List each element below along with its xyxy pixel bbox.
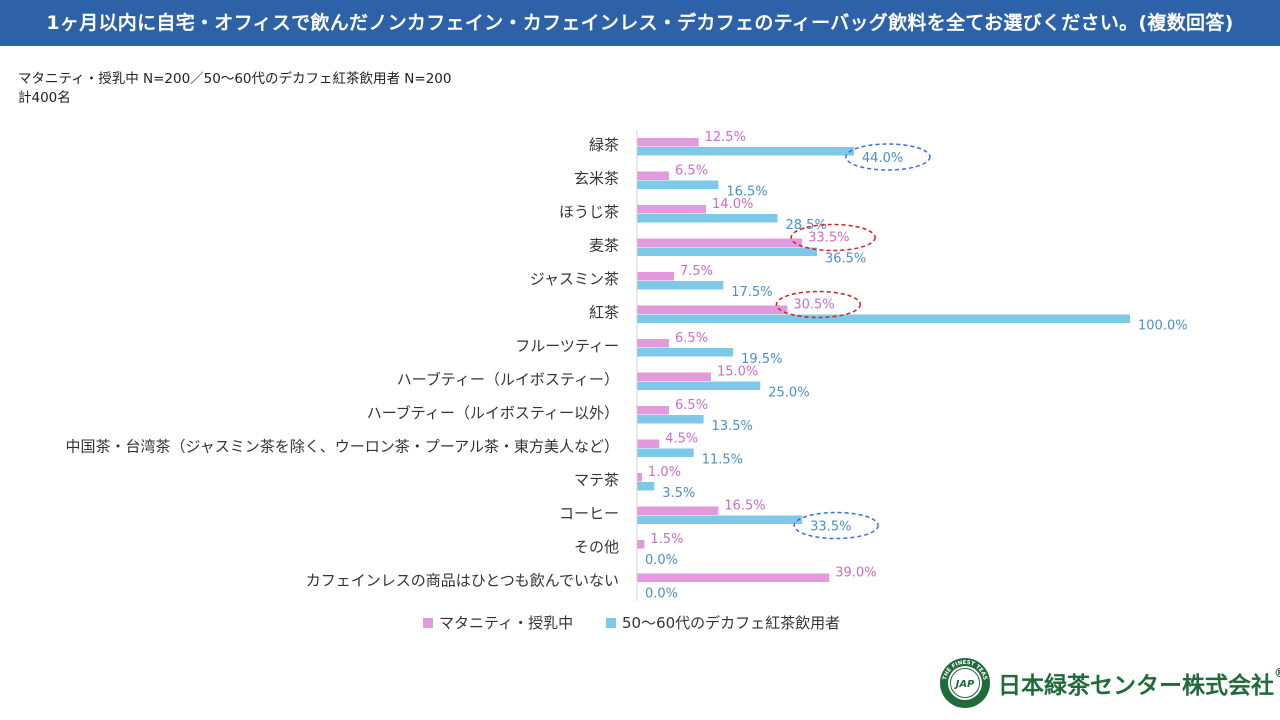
legend-label-decaf-tea-drinker: 50～60代のデカフェ紅茶飲用者 bbox=[622, 614, 840, 632]
bar-maternity bbox=[637, 506, 719, 515]
data-label-maternity: 14.0% bbox=[712, 197, 753, 212]
highlight-ellipse bbox=[845, 143, 931, 171]
bar-maternity bbox=[637, 372, 711, 381]
data-label-maternity: 1.0% bbox=[648, 465, 681, 480]
data-label-decaf-tea-drinker: 17.5% bbox=[731, 285, 772, 300]
data-label-decaf-tea-drinker: 11.5% bbox=[702, 453, 743, 468]
bar-decaf-tea-drinker bbox=[637, 281, 724, 290]
data-label-decaf-tea-drinker: 25.0% bbox=[768, 386, 809, 401]
highlight-ellipse bbox=[775, 290, 862, 319]
data-label-maternity: 1.5% bbox=[650, 532, 683, 547]
bar-maternity bbox=[637, 540, 645, 549]
bar-maternity bbox=[637, 138, 699, 147]
logo-emblem-ring bbox=[950, 668, 980, 698]
data-label-decaf-tea-drinker: 0.0% bbox=[645, 587, 678, 602]
bar-decaf-tea-drinker bbox=[637, 147, 854, 156]
bar-maternity bbox=[637, 205, 707, 214]
logo-emblem-inner bbox=[948, 666, 982, 700]
highlight-ellipse bbox=[790, 223, 876, 252]
data-label-decaf-tea-drinker: 0.0% bbox=[645, 553, 678, 568]
data-label-decaf-tea-drinker: 16.5% bbox=[726, 185, 767, 200]
category-label: フルーツティー bbox=[515, 337, 619, 355]
legend-label-maternity: マタニティ・授乳中 bbox=[439, 614, 573, 632]
bar-decaf-tea-drinker bbox=[637, 348, 734, 357]
category-label: 中国茶・台湾茶（ジャスミン茶を除く、ウーロン茶・プーアル茶・東方美人など） bbox=[65, 438, 619, 456]
legend-swatch-maternity bbox=[423, 618, 433, 628]
category-label: マテ茶 bbox=[574, 471, 619, 489]
data-label-decaf-tea-drinker: 44.0% bbox=[862, 151, 903, 166]
bar-maternity bbox=[637, 238, 803, 247]
category-label: 玄米茶 bbox=[574, 170, 619, 188]
data-label-maternity: 15.0% bbox=[717, 365, 758, 380]
bar-decaf-tea-drinker bbox=[637, 247, 817, 256]
bar-maternity bbox=[637, 439, 660, 448]
bar-maternity bbox=[637, 272, 674, 281]
sample-total: 計400名 bbox=[18, 90, 71, 106]
data-label-maternity: 6.5% bbox=[675, 164, 708, 179]
logo-emblem-monogram: JAP bbox=[954, 679, 975, 690]
bar-maternity bbox=[637, 573, 830, 582]
data-label-maternity: 16.5% bbox=[724, 499, 765, 514]
highlight-ellipse bbox=[793, 511, 879, 540]
data-label-maternity: 6.5% bbox=[675, 398, 708, 413]
data-label-maternity: 30.5% bbox=[793, 298, 834, 313]
bar-decaf-tea-drinker bbox=[637, 482, 655, 491]
data-label-decaf-tea-drinker: 28.5% bbox=[786, 218, 827, 233]
category-label: カフェインレスの商品はひとつも飲んでいない bbox=[306, 572, 619, 590]
category-label: ジャスミン茶 bbox=[530, 270, 619, 288]
bar-chart: 緑茶 12.5% 44.0% 玄米茶 6.5% 16.5% ほうじ茶 14.0% 28.5% 麦茶… bbox=[65, 130, 1188, 632]
category-label: ハーブティー（ルイボスティー） bbox=[397, 371, 619, 389]
data-label-decaf-tea-drinker: 3.5% bbox=[662, 486, 695, 501]
bar-decaf-tea-drinker bbox=[637, 515, 803, 524]
data-label-maternity: 33.5% bbox=[808, 231, 849, 246]
bar-decaf-tea-drinker bbox=[637, 180, 719, 189]
data-label-maternity: 6.5% bbox=[675, 331, 708, 346]
category-label: ハーブティー（ルイボスティー以外） bbox=[367, 404, 619, 422]
data-label-decaf-tea-drinker: 13.5% bbox=[712, 419, 753, 434]
company-name: 日本緑茶センター株式会社® bbox=[998, 666, 1280, 699]
data-label-maternity: 4.5% bbox=[665, 432, 698, 447]
bar-maternity bbox=[637, 171, 670, 180]
data-label-maternity: 12.5% bbox=[705, 130, 746, 145]
category-label: コーヒー bbox=[559, 505, 619, 523]
data-label-decaf-tea-drinker: 100.0% bbox=[1138, 319, 1188, 334]
bar-maternity bbox=[637, 305, 788, 314]
category-label: ほうじ茶 bbox=[559, 203, 619, 221]
bar-decaf-tea-drinker bbox=[637, 448, 694, 457]
sample-note: マタニティ・授乳中 N=200／50～60代のデカフェ紅茶飲用者 N=200 bbox=[18, 71, 452, 87]
legend-swatch-decaf-tea-drinker bbox=[606, 618, 616, 628]
bar-decaf-tea-drinker bbox=[637, 314, 1130, 323]
category-label: 紅茶 bbox=[589, 304, 619, 322]
bar-maternity bbox=[637, 406, 670, 415]
chart-title: 1ヶ月以内に自宅・オフィスで飲んだノンカフェイン・カフェインレス・デカフェのティ… bbox=[0, 0, 1280, 46]
category-label: その他 bbox=[574, 538, 619, 556]
data-label-maternity: 39.0% bbox=[835, 566, 876, 581]
data-label-decaf-tea-drinker: 19.5% bbox=[741, 352, 782, 367]
bar-decaf-tea-drinker bbox=[637, 415, 704, 424]
data-label-maternity: 7.5% bbox=[680, 264, 713, 279]
bar-decaf-tea-drinker bbox=[637, 214, 778, 223]
bar-maternity bbox=[637, 339, 670, 348]
category-label: 麦茶 bbox=[589, 237, 619, 255]
category-label: 緑茶 bbox=[589, 136, 619, 154]
company-logo: THE FINEST TEAS JAP bbox=[940, 658, 990, 708]
bar-maternity bbox=[637, 473, 642, 482]
bar-decaf-tea-drinker bbox=[637, 381, 761, 390]
data-label-decaf-tea-drinker: 33.5% bbox=[810, 520, 851, 535]
data-label-decaf-tea-drinker: 36.5% bbox=[825, 252, 866, 267]
